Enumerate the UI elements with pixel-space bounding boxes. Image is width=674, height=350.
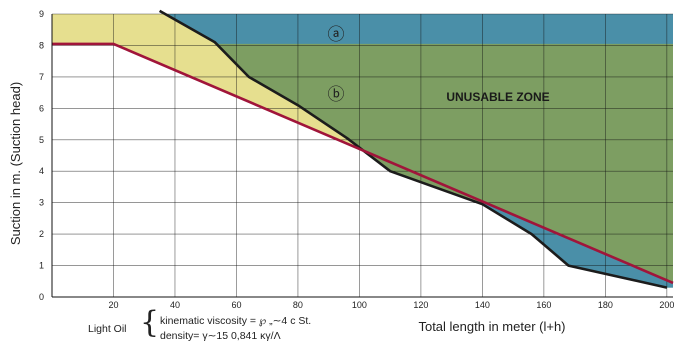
y-tick-label: 6 [39,103,44,113]
zone-b-label: ⓑ [328,85,345,104]
axes-layer [51,14,673,298]
y-tick-label: 1 [39,261,44,271]
zone-a [167,14,673,44]
y-tick-label: 4 [39,166,44,176]
x-tick-label: 120 [413,300,428,310]
zone-a-label: ⓐ [328,25,345,44]
unusable-zone-label: UNUSABLE ZONE [446,90,549,104]
zone-b [165,14,673,288]
y-tick-label: 2 [39,229,44,239]
x-tick-label: 140 [475,300,490,310]
black-boundary-line [158,9,668,289]
y-tick-label: 9 [39,9,44,19]
y-tick-label: 8 [39,40,44,50]
light-oil-label: Light Oil [88,323,127,335]
x-tick-label: 100 [352,300,367,310]
x-tick-label: 80 [293,300,303,310]
x-tick-label: 200 [659,300,674,310]
x-tick-label: 160 [536,300,551,310]
y-tick-label: 5 [39,135,44,145]
x-axis-title: Total length in meter (l+h) [418,319,565,334]
y-tick-label: 3 [39,198,44,208]
y-tick-label: 0 [39,292,44,302]
x-tick-label: 60 [231,300,241,310]
lines-layer [52,9,674,289]
viscosity-note: kinematic viscosity = ℘ „∼4 c St. [160,315,312,327]
y-axis-title: Suction in m. (Suction head) [8,82,23,245]
labels-layer: 20 40 60 80 100 120 140 160 180 200 0 1 2 3 4 5 6 7 8 9 Suct… [8,9,674,334]
y-tick-label: 7 [39,72,44,82]
density-note: density= γ∼15 0,841 κγ/Λ [160,330,281,342]
zones-layer [52,14,673,288]
brace-symbol: { [140,305,160,340]
grid-layer [52,13,673,297]
x-tick-label: 20 [108,300,118,310]
x-tick-label: 40 [170,300,180,310]
red-boundary-line [52,42,674,285]
x-tick-label: 180 [598,300,613,310]
